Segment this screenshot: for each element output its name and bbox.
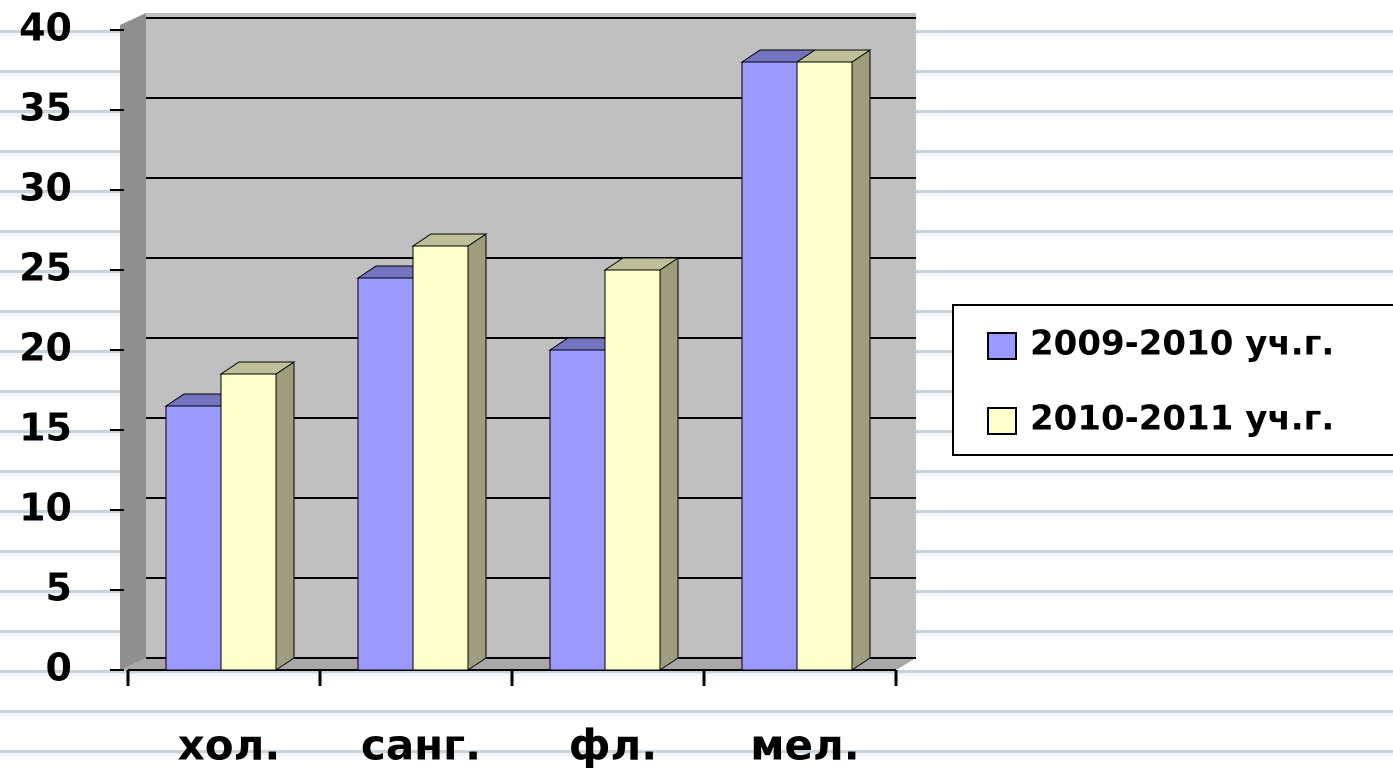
bar bbox=[219, 361, 296, 671]
y-tick-label: 30 bbox=[19, 166, 72, 210]
left-wall bbox=[120, 13, 146, 670]
x-tick-label: хол. bbox=[178, 721, 281, 770]
y-tick-label: 20 bbox=[19, 326, 72, 370]
legend-swatch bbox=[987, 407, 1017, 435]
bar bbox=[411, 233, 488, 671]
bar-front bbox=[796, 61, 853, 671]
bar-side bbox=[659, 257, 679, 671]
x-tick-label: мел. bbox=[750, 721, 860, 770]
x-tick-label: санг. bbox=[361, 721, 481, 770]
y-tick-label: 0 bbox=[46, 646, 72, 690]
y-tick-label: 25 bbox=[19, 246, 72, 290]
y-tick-label: 15 bbox=[19, 406, 72, 450]
y-tick-label: 10 bbox=[19, 486, 72, 530]
bar-side bbox=[851, 49, 871, 671]
legend-box bbox=[952, 304, 1393, 456]
bar-side bbox=[467, 233, 487, 671]
bar-front bbox=[357, 277, 414, 671]
y-tick-label: 35 bbox=[19, 86, 72, 130]
legend-label: 2009-2010 уч.г. bbox=[1030, 324, 1334, 364]
y-tick-label: 40 bbox=[19, 6, 72, 50]
legend-label: 2010-2011 уч.г. bbox=[1030, 399, 1334, 439]
bar-front bbox=[741, 61, 798, 671]
bar bbox=[795, 49, 872, 671]
bar-front bbox=[220, 373, 277, 671]
legend-swatch bbox=[987, 332, 1017, 360]
bar-front bbox=[604, 269, 661, 671]
bar bbox=[603, 257, 680, 671]
bar-front bbox=[165, 405, 222, 671]
bar-side bbox=[275, 361, 295, 671]
y-tick-label: 5 bbox=[46, 566, 72, 610]
x-tick-label: фл. bbox=[569, 721, 657, 770]
floor bbox=[120, 658, 916, 670]
bar-front bbox=[549, 349, 606, 671]
bar-front bbox=[412, 245, 469, 671]
